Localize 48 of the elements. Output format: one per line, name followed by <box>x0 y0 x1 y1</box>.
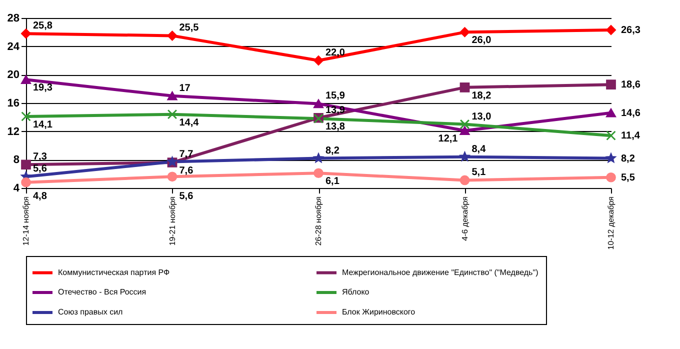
data-label: 6,1 <box>326 176 340 188</box>
data-label: 12,1 <box>438 134 458 145</box>
data-label: 11,4 <box>621 130 640 142</box>
data-label: 7,6 <box>179 166 194 176</box>
data-label: 14,6 <box>621 108 641 119</box>
data-label: 7,3 <box>33 152 48 163</box>
legend-label: Союз правых сил <box>58 308 124 316</box>
data-label: 25,8 <box>33 20 53 32</box>
legend-label: Отечество - Вся Россия <box>58 288 146 296</box>
data-label: 4,8 <box>33 191 48 202</box>
data-label: 13,9 <box>326 104 346 116</box>
legend-label: Межрегиональное движение "Единство" ("Медведь") <box>342 268 539 277</box>
data-label: 26,0 <box>472 35 492 46</box>
y-tick-label: 16 <box>7 98 20 110</box>
data-label: 8,2 <box>326 145 340 156</box>
data-label: 14,1 <box>33 119 53 130</box>
y-tick-label: 8 <box>13 154 20 166</box>
data-label: 8,4 <box>472 144 486 155</box>
y-tick-label: 24 <box>7 40 20 53</box>
data-label: 19,3 <box>33 82 53 94</box>
data-label: 13,8 <box>326 122 346 133</box>
data-label: 22,0 <box>326 48 346 58</box>
data-label: 7,7 <box>179 148 194 160</box>
y-tick-label: 4 <box>13 182 20 194</box>
legend-label: Яблоко <box>342 288 370 296</box>
data-label: 5,6 <box>179 191 194 202</box>
data-label: 17 <box>179 82 191 94</box>
x-tick-label: 10-12 декабря <box>606 196 616 250</box>
x-tick-label: 19-21 ноября <box>168 196 177 246</box>
x-tick-label: 26-28 ноября <box>314 196 323 246</box>
legend-label: Блок Жириновского <box>342 308 416 316</box>
data-label: 26,3 <box>621 25 641 36</box>
legend-label: Коммунистическая партия РФ <box>58 268 170 277</box>
data-label: 18,2 <box>472 90 492 102</box>
y-tick-label: 12 <box>7 126 20 138</box>
data-label: 18,6 <box>621 80 641 91</box>
data-label: 5,6 <box>33 164 48 175</box>
data-label: 25,5 <box>179 22 200 34</box>
data-label: 5,1 <box>472 167 486 178</box>
data-label: 15,9 <box>326 90 346 102</box>
data-label: 8,2 <box>621 153 636 164</box>
data-label: 13,0 <box>472 111 492 122</box>
data-label: 5,5 <box>621 172 636 184</box>
y-tick-label: 28 <box>7 12 20 24</box>
data-label: 14,4 <box>179 117 200 128</box>
y-tick-label: 20 <box>7 69 20 82</box>
x-tick-label: 4-6 декабря <box>460 196 470 241</box>
x-tick-label: 12-14 ноября <box>22 196 30 246</box>
